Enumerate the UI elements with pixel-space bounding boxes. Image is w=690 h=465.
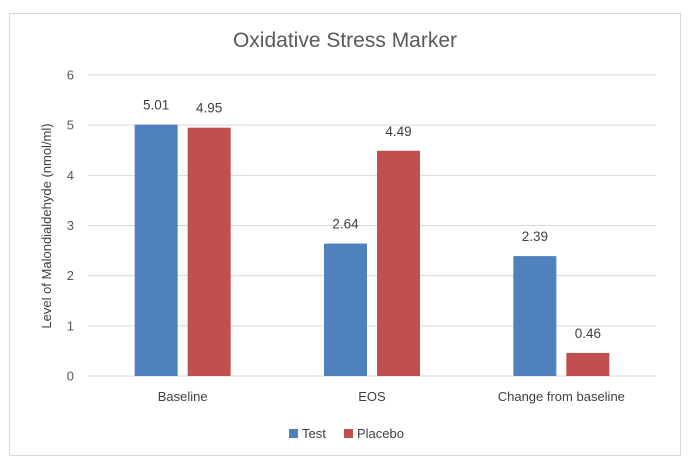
chart-frame bbox=[9, 13, 681, 456]
y-tick-label: 6 bbox=[67, 68, 74, 83]
legend-swatch-placebo bbox=[344, 429, 353, 438]
bar-placebo-3 bbox=[566, 352, 610, 376]
y-tick-label: 4 bbox=[67, 168, 74, 183]
bar-test-2 bbox=[324, 243, 367, 376]
bar-test-1 bbox=[134, 124, 178, 376]
legend-label: Placebo bbox=[357, 426, 404, 441]
y-tick-label: 5 bbox=[67, 118, 74, 133]
x-category-label: Baseline bbox=[158, 389, 208, 404]
data-label: 2.64 bbox=[332, 217, 359, 232]
data-label: 2.39 bbox=[522, 229, 548, 244]
y-tick-label: 0 bbox=[67, 369, 74, 384]
legend: Test Placebo bbox=[289, 426, 404, 441]
data-label: 4.95 bbox=[196, 101, 222, 116]
gridlines bbox=[88, 74, 656, 377]
x-category-label: Change from baseline bbox=[498, 389, 625, 404]
y-tick-label: 1 bbox=[67, 318, 74, 333]
x-axis-categories: Baseline EOS Change from baseline bbox=[158, 389, 625, 404]
y-axis-ticks: 0 1 2 3 4 5 6 bbox=[67, 68, 74, 384]
legend-label: Test bbox=[302, 426, 326, 441]
bar-test-3 bbox=[513, 256, 557, 376]
data-labels: 5.01 4.95 2.64 4.49 2.39 0.46 bbox=[143, 98, 601, 341]
data-label: 5.01 bbox=[143, 98, 169, 113]
legend-swatch-test bbox=[289, 429, 298, 438]
data-label: 0.46 bbox=[575, 326, 601, 341]
bars bbox=[134, 124, 610, 376]
y-tick-label: 3 bbox=[67, 218, 74, 233]
data-label: 4.49 bbox=[385, 124, 411, 139]
chart-title: Oxidative Stress Marker bbox=[233, 29, 457, 52]
bar-placebo-1 bbox=[187, 127, 231, 376]
y-tick-label: 2 bbox=[67, 268, 74, 283]
x-category-label: EOS bbox=[358, 389, 386, 404]
y-axis-label: Level of Malondialdehyde (nmol/ml) bbox=[39, 123, 54, 328]
bar-placebo-2 bbox=[377, 150, 420, 376]
